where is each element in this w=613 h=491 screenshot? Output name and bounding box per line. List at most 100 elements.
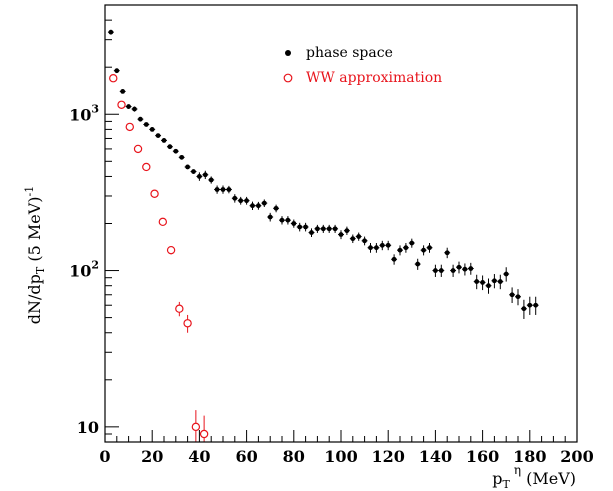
data-point <box>474 279 480 284</box>
y-axis-title-main: dN/dp <box>25 274 44 324</box>
data-point <box>533 302 539 308</box>
legend-label: WW approximation <box>306 70 442 86</box>
data-point <box>315 226 320 232</box>
data-point <box>297 224 303 230</box>
svg-text:pTη (MeV): pTη (MeV) <box>492 463 576 491</box>
x-tick-label: 160 <box>466 447 499 466</box>
data-point <box>158 217 168 227</box>
data-point <box>509 292 515 298</box>
data-point <box>468 266 474 271</box>
data-point <box>232 195 238 201</box>
data-point <box>397 247 403 253</box>
data-point <box>214 187 220 192</box>
data-point <box>175 304 184 313</box>
data-point <box>166 245 176 255</box>
data-point <box>125 122 134 132</box>
data-point <box>362 238 367 244</box>
data-point <box>250 203 255 209</box>
data-point <box>421 247 426 253</box>
legend: phase space WW approximation <box>283 45 442 86</box>
x-tick-label: 0 <box>99 447 110 466</box>
data-point <box>161 138 167 143</box>
x-tick-label: 100 <box>324 447 357 466</box>
data-point <box>120 89 126 94</box>
data-point <box>303 224 308 230</box>
series-phase-space <box>107 29 539 319</box>
legend-label: phase space <box>306 45 393 61</box>
data-point <box>117 100 126 109</box>
data-point <box>356 234 362 239</box>
data-point <box>114 68 120 74</box>
data-point <box>497 279 503 284</box>
data-points <box>107 29 539 442</box>
x-tick-label: 180 <box>513 447 546 466</box>
data-point <box>220 187 226 192</box>
data-point <box>326 226 332 232</box>
data-point <box>149 126 155 132</box>
data-point <box>492 278 497 284</box>
data-point <box>320 226 326 232</box>
y-axis-title: dN/dpT (5 MeV)-1 <box>23 186 47 324</box>
y-tick-label: 103 <box>69 102 99 124</box>
data-point <box>273 205 279 211</box>
data-point <box>208 177 214 183</box>
data-point <box>191 422 201 432</box>
data-point <box>486 283 491 289</box>
data-point <box>179 154 185 160</box>
y-axis-title-sub: T <box>34 266 47 274</box>
x-axis-title-sub: T <box>502 478 510 491</box>
data-point <box>256 203 261 209</box>
y-axis-title-unit: (5 MeV) <box>25 197 44 267</box>
x-tick-label: 20 <box>141 447 163 466</box>
data-point <box>350 236 356 242</box>
axis-ticks: 0 20 40 60 80 100 120 140 160 180 200 10 102 103 <box>69 4 594 466</box>
data-point <box>279 217 285 223</box>
data-point <box>309 230 314 235</box>
data-point <box>415 261 421 267</box>
data-point <box>199 429 209 439</box>
data-point <box>267 214 273 220</box>
data-point <box>527 302 533 308</box>
data-point <box>167 144 173 150</box>
data-point <box>132 106 137 112</box>
x-axis-title-main: p <box>492 469 502 488</box>
data-point <box>521 306 527 312</box>
y-axis-title-sup: -1 <box>23 186 36 197</box>
x-axis-title: pTη (MeV) <box>492 463 576 491</box>
x-axis-title-unit: (MeV) <box>521 469 576 488</box>
data-point <box>391 256 397 262</box>
data-point <box>515 294 521 300</box>
x-tick-label: 80 <box>283 447 305 466</box>
x-tick-label: 120 <box>371 447 404 466</box>
data-point <box>244 198 250 204</box>
data-point <box>150 189 159 198</box>
data-point <box>368 245 373 251</box>
x-axis-title-sup: η <box>514 463 521 477</box>
series-ww-approximation <box>109 74 209 442</box>
data-point <box>344 228 350 234</box>
x-tick-label: 40 <box>188 447 210 466</box>
x-tick-label: 140 <box>419 447 452 466</box>
data-point <box>450 268 456 273</box>
data-point <box>183 319 192 328</box>
data-point <box>226 187 232 192</box>
y-tick-label: 102 <box>69 259 99 281</box>
data-point <box>143 122 149 127</box>
data-point <box>142 162 151 172</box>
data-point <box>409 240 415 246</box>
data-point <box>173 148 179 154</box>
data-point <box>155 133 161 139</box>
data-point <box>403 245 409 251</box>
data-point <box>374 245 379 251</box>
data-point <box>444 250 450 256</box>
svg-text:dN/dpT (5 MeV)-1: dN/dpT (5 MeV)-1 <box>23 186 47 324</box>
data-point <box>202 172 208 178</box>
data-point <box>462 266 468 272</box>
x-tick-label: 200 <box>560 447 593 466</box>
data-point <box>197 174 202 179</box>
legend-marker <box>285 50 291 56</box>
data-point <box>338 232 344 237</box>
data-point <box>433 268 438 273</box>
data-point <box>238 198 244 204</box>
